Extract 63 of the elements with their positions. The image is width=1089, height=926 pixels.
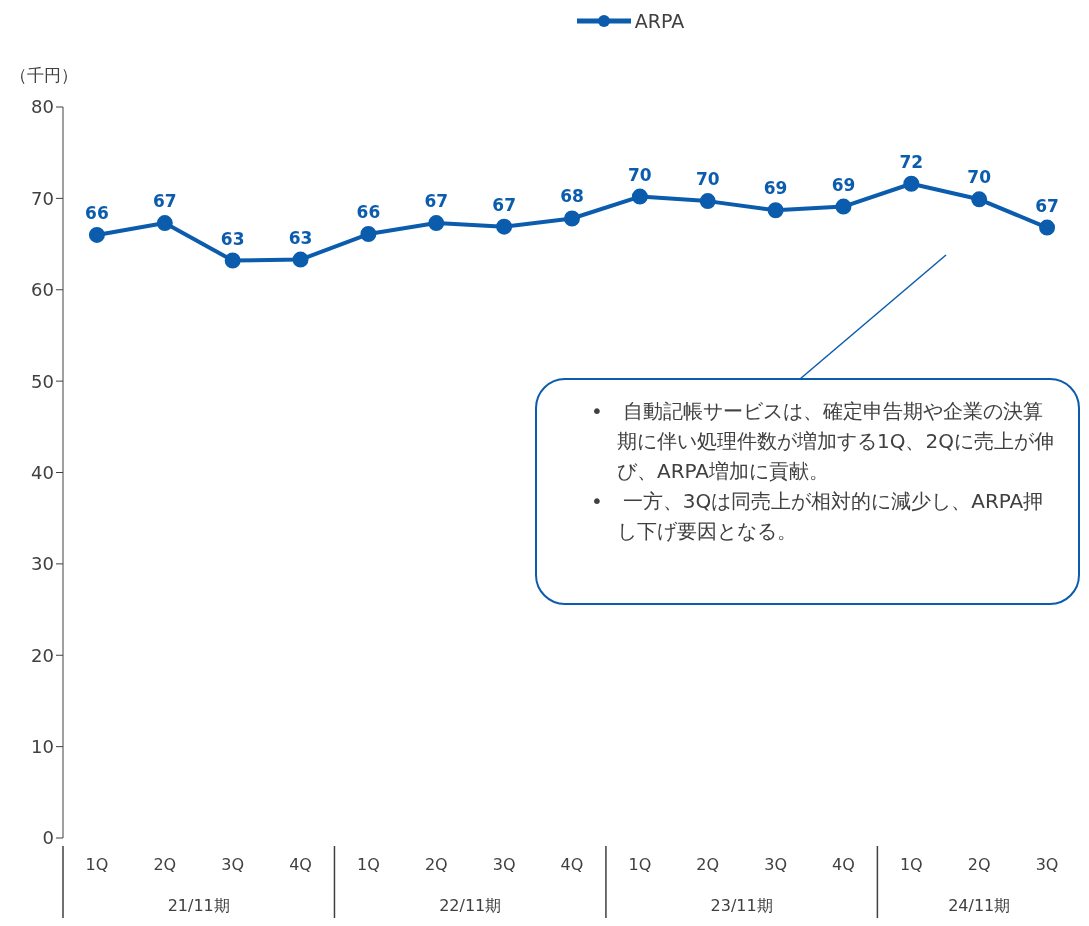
- data-label: 63: [220, 228, 245, 249]
- point: [971, 191, 988, 208]
- text: 23/11期: [709, 896, 774, 917]
- point: [224, 252, 241, 269]
- point: [699, 193, 716, 210]
- point: [496, 218, 513, 235]
- y-tick-label: 50: [31, 370, 54, 392]
- point: [767, 202, 784, 219]
- data-label: 66: [356, 202, 381, 223]
- y-tick-label: 80: [31, 96, 54, 118]
- data-label: 67: [424, 191, 449, 212]
- x-tick-label: 3Q: [221, 855, 245, 874]
- data-label: 70: [628, 164, 652, 185]
- legend-label: ARPA: [633, 10, 685, 32]
- point: [292, 251, 309, 268]
- point: [88, 226, 105, 243]
- y-tick-label: 60: [31, 279, 54, 301]
- y-tick-label: 70: [31, 187, 54, 209]
- point: [564, 210, 580, 227]
- x-tick-label: 1Q: [85, 855, 109, 874]
- x-tick-label: 4Q: [289, 855, 312, 874]
- text: 24/11期: [947, 896, 1012, 917]
- y-tick-label: 0: [42, 827, 54, 849]
- callout-box: • 自動記帳サービスは、確定申告期や企業の決算期に伴い処理件数が増加する1Q、2Qに売上が伸び、ARPA増加に貢献。 • 一方、3Qは同売上が相対的に減少し、ARPA押し下げ要因となる。: [535, 378, 1080, 605]
- y-tick-label: 20: [31, 644, 54, 666]
- data-label: 72: [899, 151, 924, 172]
- data-label: 68: [560, 186, 584, 207]
- data-label: 63: [288, 227, 313, 248]
- data-label: 69: [763, 178, 788, 199]
- data-label: 67: [1035, 195, 1059, 216]
- data-label: 70: [695, 169, 720, 190]
- data-label: 66: [85, 202, 109, 223]
- x-tick-label: 3Q: [1035, 855, 1059, 874]
- data-label: 67: [492, 194, 516, 215]
- annotation: • 自動記帳サービスは、確定申告期や企業の決算期に伴い処理件数が増加する1Q、2Qに売上が伸び、ARPA増加に貢献。: [590, 398, 1055, 485]
- point: [360, 226, 377, 243]
- y-tick-label: 30: [31, 553, 54, 575]
- data-label: 70: [967, 167, 992, 188]
- x-tick-label: 1Q: [357, 855, 380, 874]
- point: [1039, 219, 1056, 236]
- x-tick-label: 2Q: [424, 855, 448, 874]
- x-tick-label: 2Q: [696, 855, 720, 874]
- data-label: 69: [831, 174, 856, 195]
- x-tick-label: 3Q: [764, 855, 787, 874]
- x-tick-label: 3Q: [492, 855, 516, 874]
- point: [835, 198, 852, 215]
- x-tick-label: 2Q: [153, 855, 177, 874]
- point: [631, 188, 648, 205]
- text: 22/11期: [438, 896, 503, 917]
- x-tick-label: 2Q: [967, 855, 991, 874]
- x-tick-label: 4Q: [560, 855, 584, 874]
- x-tick-label: 1Q: [899, 855, 923, 874]
- x-tick-label: 1Q: [628, 855, 652, 874]
- x-tick-label: 4Q: [832, 855, 855, 874]
- point: [428, 215, 445, 232]
- point: [156, 215, 173, 232]
- y-axis-title: （千円）: [10, 64, 78, 87]
- y-tick-label: 10: [31, 736, 54, 758]
- text: 21/11期: [166, 896, 231, 917]
- point: [903, 175, 920, 192]
- y-tick-label: 40: [31, 461, 54, 483]
- annotation: • 一方、3Qは同売上が相対的に減少し、ARPA押し下げ要因となる。: [590, 488, 1045, 545]
- data-label: 67: [152, 191, 177, 212]
